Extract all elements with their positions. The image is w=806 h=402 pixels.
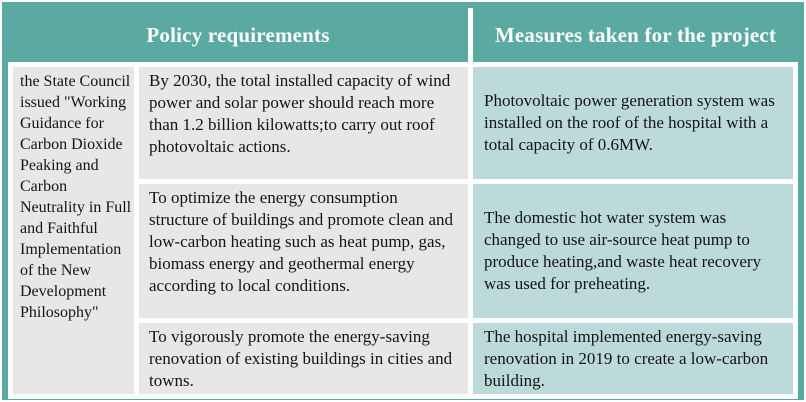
table-header-row: Policy requirements Measures taken for t… [8,8,798,62]
measures-header-cell: Measures taken for the project [473,8,798,62]
policy-requirements-header-cell: Policy requirements [8,8,468,62]
measure-cell-row2: The domestic hot water system was change… [473,184,793,318]
requirement-cell-row2: To optimize the energy consumption struc… [139,184,468,318]
requirement-cell-row3: To vigorously promote the energy-saving … [139,323,468,394]
requirement-cell-row1: By 2030, the total installed capacity of… [139,67,468,179]
table-body: the State Council issued "Working Guidan… [8,62,798,399]
measure-cell-row1: Photovoltaic power generation system was… [473,67,793,179]
policy-source-cell: the State Council issued "Working Guidan… [13,67,134,394]
measure-cell-row3: The hospital implemented energy-saving r… [473,323,793,394]
